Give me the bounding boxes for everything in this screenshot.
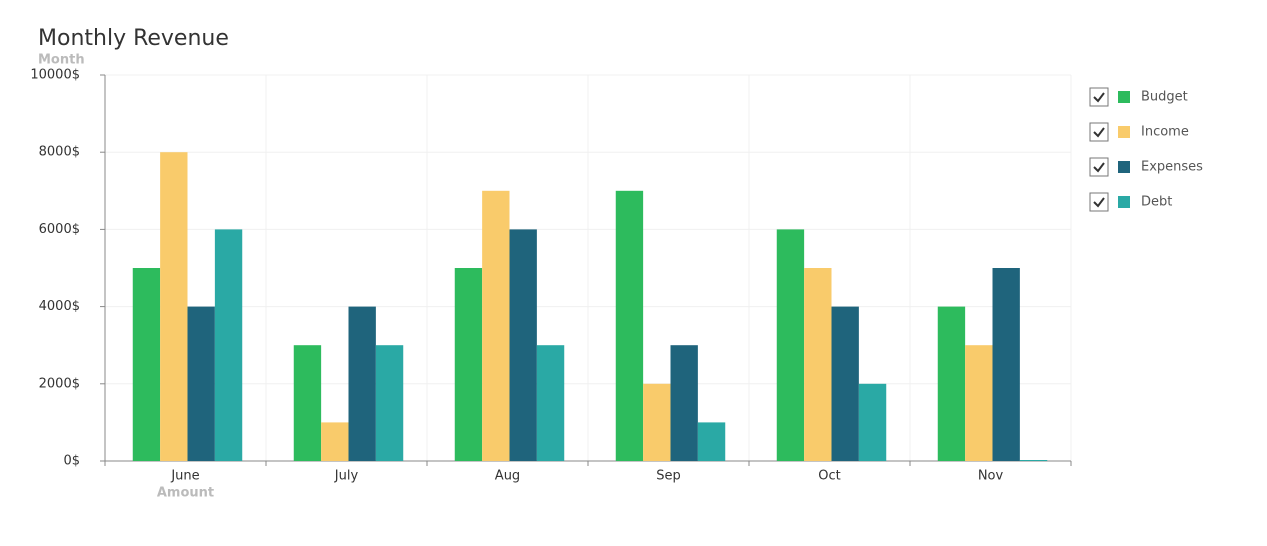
chart-title: Monthly Revenue bbox=[38, 26, 229, 51]
bar bbox=[293, 345, 322, 461]
x-tick-label: Oct bbox=[818, 469, 840, 484]
bar bbox=[509, 229, 537, 461]
x-tick-label: June bbox=[170, 469, 199, 484]
bar bbox=[375, 345, 404, 461]
legend-swatch bbox=[1118, 91, 1130, 103]
y-tick-label: 4000$ bbox=[39, 299, 80, 314]
checkbox-box[interactable] bbox=[1089, 87, 1109, 107]
y-tick-label: 8000$ bbox=[39, 145, 80, 160]
legend-checkbox[interactable] bbox=[1089, 157, 1109, 177]
x-tick-label: Aug bbox=[495, 469, 520, 484]
bar bbox=[776, 229, 805, 461]
legend-label: Debt bbox=[1141, 195, 1172, 210]
bar bbox=[187, 306, 215, 461]
checkmark bbox=[1093, 92, 1105, 103]
bar bbox=[1019, 460, 1048, 461]
y-tick-label: 2000$ bbox=[39, 376, 80, 391]
bar bbox=[132, 268, 161, 461]
bar bbox=[858, 383, 887, 461]
legend-swatch bbox=[1118, 161, 1130, 173]
bar bbox=[615, 190, 644, 462]
checkbox-box[interactable] bbox=[1089, 122, 1109, 142]
bar bbox=[697, 422, 726, 461]
bar bbox=[670, 345, 698, 461]
bar bbox=[482, 190, 510, 462]
checkbox-box[interactable] bbox=[1089, 157, 1109, 177]
x-axis-title: Amount bbox=[157, 486, 214, 501]
bar bbox=[804, 268, 832, 461]
legend-label: Income bbox=[1141, 125, 1189, 140]
x-tick-label: July bbox=[334, 469, 359, 484]
bar bbox=[348, 306, 376, 461]
legend-swatch bbox=[1118, 196, 1130, 208]
bar bbox=[965, 345, 993, 461]
bar bbox=[831, 306, 859, 461]
bar bbox=[992, 268, 1020, 461]
bar bbox=[643, 383, 671, 461]
bar bbox=[214, 229, 243, 461]
x-tick-label: Nov bbox=[978, 469, 1004, 484]
legend-swatch bbox=[1118, 126, 1130, 138]
legend-label: Expenses bbox=[1141, 160, 1203, 175]
checkbox-box[interactable] bbox=[1089, 192, 1109, 212]
y-tick-label: 10000$ bbox=[30, 68, 80, 83]
checkmark bbox=[1093, 197, 1105, 208]
legend-label: Budget bbox=[1141, 90, 1188, 105]
y-axis-title: Month bbox=[38, 53, 85, 68]
checkmark bbox=[1093, 127, 1105, 138]
bar bbox=[454, 268, 483, 461]
legend-checkbox[interactable] bbox=[1089, 192, 1109, 212]
bar bbox=[937, 306, 966, 461]
bar bbox=[160, 152, 188, 461]
bar bbox=[321, 422, 349, 461]
x-tick-label: Sep bbox=[656, 469, 681, 484]
y-tick-label: 0$ bbox=[63, 454, 80, 469]
legend-checkbox[interactable] bbox=[1089, 87, 1109, 107]
y-tick-label: 6000$ bbox=[39, 222, 80, 237]
checkmark bbox=[1093, 162, 1105, 173]
legend-checkbox[interactable] bbox=[1089, 122, 1109, 142]
bar bbox=[536, 345, 565, 461]
